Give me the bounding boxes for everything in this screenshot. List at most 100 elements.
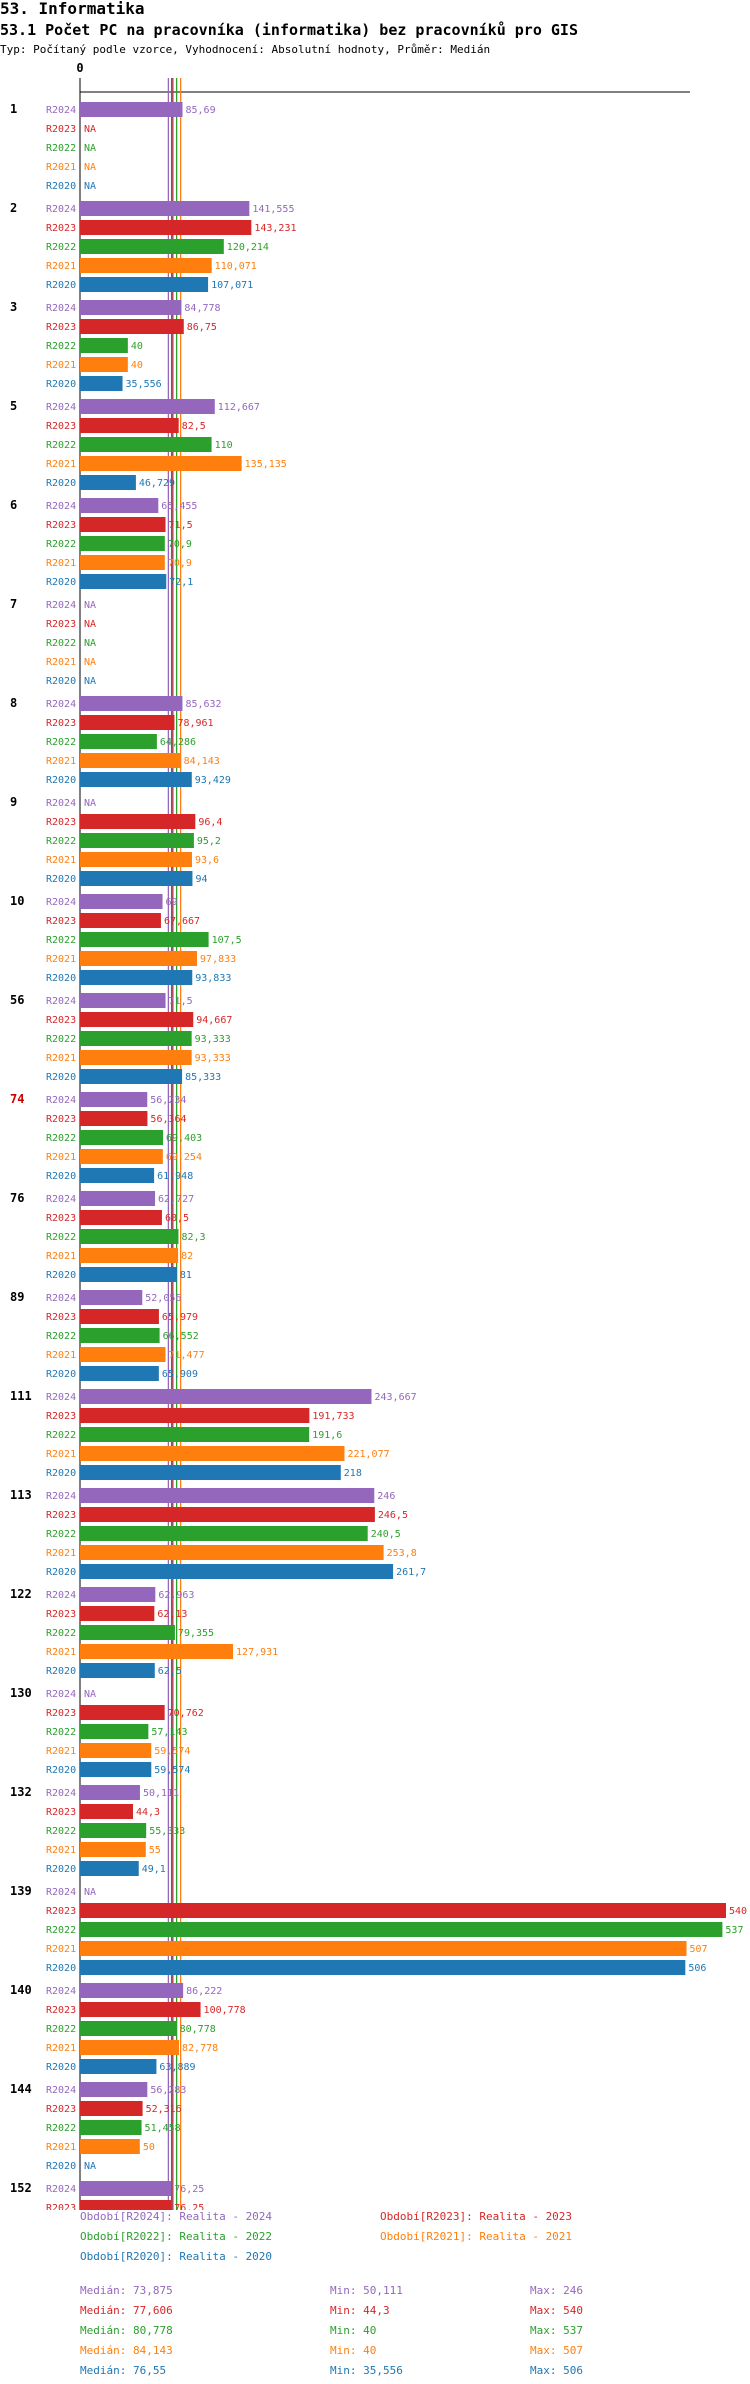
legend-min-R2023: Min: 44,3: [330, 2304, 390, 2317]
series-label: R2020: [46, 1765, 76, 1776]
group-label: 9: [10, 795, 17, 809]
bar: [80, 1012, 194, 1027]
value-label: 59,574: [154, 1765, 190, 1776]
bar: [80, 1663, 155, 1678]
series-label: R2020: [46, 1666, 76, 1677]
series-label: R2022: [46, 341, 76, 352]
group-label: 6: [10, 498, 17, 512]
series-label: R2020: [46, 1171, 76, 1182]
value-label: 93,333: [195, 1034, 231, 1045]
group-label: 111: [10, 1389, 32, 1403]
value-label: 120,214: [227, 242, 269, 253]
bar: [80, 1092, 148, 1107]
bar: [80, 715, 175, 730]
series-label: R2024: [46, 501, 76, 512]
series-label: R2022: [46, 143, 76, 154]
group-label: 56: [10, 993, 24, 1007]
legend-median-R2021: Medián: 84,143: [80, 2344, 173, 2357]
na-label: NA: [84, 676, 96, 687]
series-label: R2020: [46, 1270, 76, 1281]
value-label: 67,667: [164, 916, 200, 927]
bar: [80, 1229, 179, 1244]
bar: [80, 1248, 179, 1263]
bar: [80, 1210, 162, 1225]
series-label: R2023: [46, 124, 76, 135]
group-label: 10: [10, 894, 24, 908]
series-label: R2024: [46, 105, 76, 116]
legend-max-R2024: Max: 246: [530, 2284, 583, 2297]
series-label: R2020: [46, 1567, 76, 1578]
group-label: 144: [10, 2082, 32, 2096]
bar: [80, 357, 128, 372]
bar: [80, 852, 192, 867]
series-label: R2022: [46, 2024, 76, 2035]
group-label: 74: [10, 1092, 24, 1106]
bar: [80, 1130, 164, 1145]
value-label: 62,727: [158, 1194, 194, 1205]
bar: [80, 1168, 155, 1183]
value-label: 65,455: [161, 501, 197, 512]
legend-median-R2023: Medián: 77,606: [80, 2304, 173, 2317]
series-label: R2020: [46, 973, 76, 984]
value-label: 46,729: [139, 478, 175, 489]
legend-period-R2020: Období[R2020]: Realita - 2020: [80, 2250, 273, 2263]
series-label: R2023: [46, 718, 76, 729]
value-label: 70,762: [168, 1708, 204, 1719]
bar: [80, 1724, 149, 1739]
bar: [80, 932, 209, 947]
bar: [80, 2200, 172, 2210]
value-label: 70,9: [168, 539, 192, 550]
series-label: R2021: [46, 558, 76, 569]
series-label: R2022: [46, 1529, 76, 1540]
series-label: R2020: [46, 775, 76, 786]
bar: [80, 2002, 201, 2017]
series-label: R2021: [46, 162, 76, 173]
bar: [80, 1762, 152, 1777]
axis-zero-label: 0: [76, 61, 83, 75]
legend-max-R2021: Max: 507: [530, 2344, 583, 2357]
value-label: 506: [688, 1963, 706, 1974]
series-label: R2024: [46, 1293, 76, 1304]
series-label: R2021: [46, 954, 76, 965]
series-label: R2023: [46, 1312, 76, 1323]
na-label: NA: [84, 619, 96, 630]
value-label: 62,963: [158, 1590, 194, 1601]
series-label: R2024: [46, 1392, 76, 1403]
value-label: 143,231: [254, 223, 296, 234]
series-label: R2024: [46, 996, 76, 1007]
series-label: R2022: [46, 836, 76, 847]
value-label: 127,931: [236, 1647, 278, 1658]
value-label: 61,948: [157, 1171, 193, 1182]
na-label: NA: [84, 657, 96, 668]
bar: [80, 1427, 310, 1442]
series-label: R2021: [46, 1251, 76, 1262]
bar: [80, 2181, 172, 2196]
value-label: 93,6: [195, 855, 219, 866]
value-label: 540: [729, 1906, 747, 1917]
series-label: R2021: [46, 459, 76, 470]
bar: [80, 2059, 157, 2074]
series-label: R2021: [46, 1548, 76, 1559]
series-label: R2021: [46, 1053, 76, 1064]
value-label: 253,8: [387, 1548, 417, 1559]
bar: [80, 1903, 726, 1918]
series-label: R2020: [46, 1963, 76, 1974]
bar: [80, 1389, 372, 1404]
series-label: R2024: [46, 1887, 76, 1898]
value-label: 261,7: [396, 1567, 426, 1578]
value-label: 84,778: [184, 303, 220, 314]
series-label: R2022: [46, 1430, 76, 1441]
bar: [80, 1465, 341, 1480]
bar: [80, 1328, 160, 1343]
series-label: R2023: [46, 520, 76, 531]
value-label: 71,5: [169, 996, 193, 1007]
group-label: 113: [10, 1488, 32, 1502]
value-label: 246,5: [378, 1510, 408, 1521]
bar: [80, 1823, 147, 1838]
value-label: 52,056: [145, 1293, 181, 1304]
value-label: 96,4: [198, 817, 222, 828]
value-label: 100,778: [204, 2005, 246, 2016]
value-label: 68,5: [165, 1213, 189, 1224]
series-label: R2021: [46, 2142, 76, 2153]
value-label: 57,143: [151, 1727, 187, 1738]
